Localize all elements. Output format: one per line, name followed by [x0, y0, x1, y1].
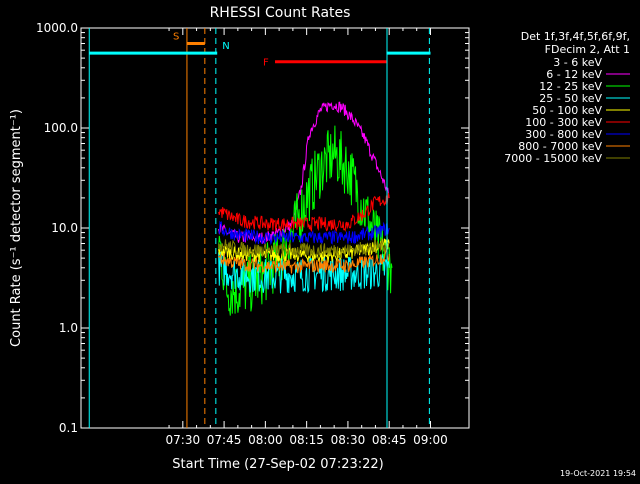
series-line [218, 184, 393, 357]
axes: 07:30 07:45 08:00 08:15 08:30 08:45 09:00 0.1 1.… [36, 21, 469, 447]
annotation-letter: F [263, 58, 269, 69]
x-tick-label: 07:30 [166, 433, 201, 447]
plot-frame [80, 27, 470, 429]
legend-label: 300 - 800 keV [525, 128, 602, 141]
x-tick-label: 07:45 [207, 433, 242, 447]
series-line [218, 220, 390, 246]
legend-label: 100 - 300 keV [525, 116, 602, 129]
x-tick-label: 09:00 [413, 433, 448, 447]
series-lines [218, 101, 393, 357]
y-tick-label: 1.0 [59, 321, 78, 335]
annotation-letter: N [222, 41, 229, 52]
chart-title: RHESSI Count Rates [210, 5, 351, 21]
y-tick-label: 0.1 [59, 421, 78, 435]
annotation-letter: S [173, 31, 179, 42]
series-line [218, 248, 390, 274]
legend: Det 1f,3f,4f,5f,6f,9f, FDecim 2, Att 1 3… [504, 30, 630, 165]
legend-label: 50 - 100 keV [532, 104, 602, 117]
legend-header-line-2: FDecim 2, Att 1 [545, 43, 630, 56]
legend-label: 12 - 25 keV [539, 80, 602, 93]
annotation-marks: S N F [88, 28, 431, 428]
x-axis-label: Start Time (27-Sep-02 07:23:22) [172, 457, 383, 472]
y-tick-label: 10.0 [51, 221, 78, 235]
series-line [218, 251, 390, 294]
generation-timestamp: 19-Oct-2021 19:54 [560, 469, 636, 478]
series-line [218, 238, 390, 259]
x-tick-label: 08:00 [248, 433, 283, 447]
y-tick-label: 1000.0 [36, 21, 78, 35]
legend-label: 800 - 7000 keV [518, 140, 602, 153]
y-axis-label: Count Rate (s⁻¹ detector segment⁻¹) [9, 109, 24, 347]
legend-label: 6 - 12 keV [546, 68, 602, 81]
legend-label: 3 - 6 keV [553, 56, 602, 69]
legend-header-line-1: Det 1f,3f,4f,5f,6f,9f, [521, 30, 630, 43]
series-line [218, 192, 390, 233]
plot-area [80, 27, 470, 429]
x-tick-label: 08:30 [331, 433, 366, 447]
x-tick-label: 08:15 [289, 433, 324, 447]
x-tick-label: 08:45 [372, 433, 407, 447]
legend-label: 25 - 50 keV [539, 92, 602, 105]
legend-label: 7000 - 15000 keV [504, 152, 602, 165]
y-tick-label: 100.0 [44, 121, 78, 135]
